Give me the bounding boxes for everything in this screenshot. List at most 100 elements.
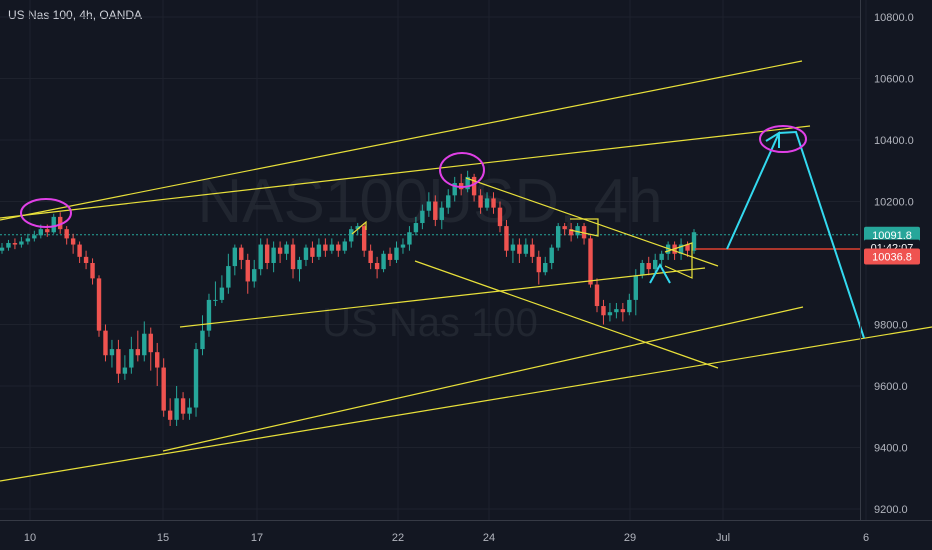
candle-body — [167, 410, 173, 420]
highlight-ellipse-middle — [439, 152, 485, 188]
x-tick-label: 17 — [251, 532, 263, 544]
highlight-ellipse-right — [759, 125, 807, 153]
y-axis-ticks: 10800.0 10600.0 10400.0 10200.0 9800.0 9600.0… — [874, 12, 914, 516]
candle-body — [504, 226, 509, 251]
y-tick-label: 9600.0 — [874, 381, 908, 393]
candle-body — [607, 312, 613, 316]
candle-body — [517, 244, 522, 254]
candle-body — [523, 244, 529, 254]
candle-body — [316, 244, 322, 257]
flag-pattern-right[interactable] — [664, 242, 693, 279]
x-tick-label: 6 — [863, 532, 869, 544]
candle-body — [239, 247, 244, 260]
candle-body — [271, 247, 276, 263]
price-badge — [864, 226, 920, 243]
price-badge-label: 10091.8 — [872, 230, 912, 242]
watermark-name: US Nas 100 — [322, 301, 538, 345]
candle-body — [381, 253, 386, 270]
candle-body — [678, 244, 684, 254]
candle-body — [633, 275, 638, 300]
candle-body — [161, 367, 166, 411]
flag-pattern-small[interactable] — [351, 220, 367, 235]
candle-body — [193, 349, 199, 408]
candle-body — [323, 244, 328, 251]
candle-body — [12, 243, 18, 245]
candle-body — [536, 256, 541, 273]
trend-line-upper-channel[interactable] — [0, 60, 803, 221]
candle-body — [155, 352, 160, 368]
candle-body — [64, 229, 69, 239]
candle-body — [174, 398, 179, 420]
candle-body — [19, 241, 24, 245]
candle-body — [277, 247, 283, 254]
candle-body — [148, 333, 153, 353]
candle-body — [90, 263, 95, 279]
x-tick-label: 24 — [483, 532, 495, 544]
candle-body — [491, 198, 496, 208]
candle-body — [355, 226, 360, 230]
candle-body — [252, 269, 257, 282]
y-tick-label: 9200.0 — [874, 504, 908, 516]
candle-body — [575, 226, 580, 236]
candle-body — [361, 226, 367, 251]
x-tick-label: 22 — [392, 532, 404, 544]
candle-body — [200, 330, 205, 350]
trend-line-middle[interactable] — [179, 267, 706, 328]
trend-line-resistance[interactable] — [0, 125, 811, 219]
candle-body — [297, 259, 302, 270]
candle-body — [659, 253, 664, 260]
flag-pattern-top[interactable] — [569, 218, 599, 237]
candle-body — [510, 244, 516, 251]
price-badges: 10091.801:42:0710036.8 — [864, 226, 920, 265]
candle-body — [329, 244, 335, 251]
candle-body — [6, 243, 11, 248]
candle-body — [245, 259, 250, 282]
grid-lines — [0, 0, 867, 520]
candle-body — [258, 244, 263, 270]
trend-line-channel-lower[interactable] — [162, 306, 804, 452]
candle-body — [83, 256, 89, 263]
y-tick-label: 9800.0 — [874, 320, 908, 332]
candle-body — [206, 299, 212, 331]
candle-body — [407, 232, 412, 245]
candle-body — [420, 210, 425, 224]
candle-body — [588, 238, 593, 285]
candle-body — [51, 216, 56, 233]
forecast-path — [726, 130, 865, 339]
candle-body — [187, 407, 192, 414]
candle-body — [685, 244, 690, 251]
candle-body — [620, 309, 626, 313]
trend-line-descending-lower[interactable] — [414, 260, 719, 369]
candles — [0, 170, 697, 426]
highlight-ellipse-left — [20, 198, 72, 228]
trend-line-bottom[interactable] — [0, 326, 932, 482]
forecast-arrowhead — [765, 131, 780, 148]
y-tick-label: 10600.0 — [874, 74, 914, 86]
candle-body — [691, 232, 697, 251]
candle-body — [568, 229, 574, 236]
candle-body — [555, 226, 561, 248]
y-tick-label: 10800.0 — [874, 12, 914, 24]
x-axis-ticks: 10 15 17 22 24 29 Jul 6 — [24, 532, 869, 544]
x-tick-label: Jul — [716, 532, 730, 544]
candle-body — [478, 195, 483, 208]
candle-body — [349, 229, 354, 242]
candle-body — [45, 229, 50, 233]
candle-body — [32, 235, 37, 239]
candle-body — [70, 238, 76, 245]
candle-body — [627, 299, 632, 313]
candle-body — [497, 207, 503, 227]
candle-body — [400, 244, 406, 248]
candle-body — [219, 287, 225, 300]
candle-body — [581, 226, 587, 239]
trend-line-descending-upper[interactable] — [465, 177, 719, 267]
candle-body — [129, 349, 134, 368]
candle-body — [413, 223, 419, 233]
candle-body — [646, 263, 651, 270]
candle-body — [614, 309, 619, 313]
candle-body — [562, 226, 567, 230]
chart-title: US Nas 100, 4h, OANDA — [8, 8, 143, 22]
candle-body — [303, 247, 309, 260]
candle-body — [38, 229, 44, 236]
